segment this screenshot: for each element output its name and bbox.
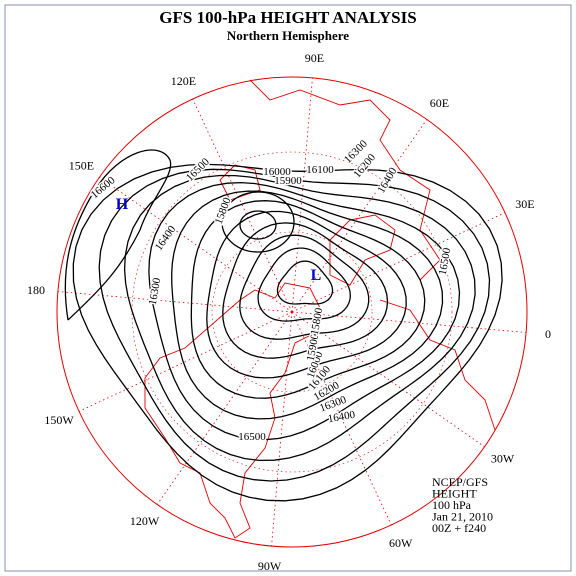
contour-label: 16000 bbox=[263, 166, 291, 178]
contour bbox=[64, 149, 172, 321]
longitude-label: 120W bbox=[130, 514, 160, 528]
longitude-label: 30W bbox=[491, 451, 515, 465]
longitude-label: 60E bbox=[430, 96, 449, 110]
meridian bbox=[291, 212, 506, 313]
contours bbox=[64, 149, 503, 502]
contour bbox=[72, 163, 503, 502]
contour-label: 16500 bbox=[238, 431, 266, 443]
meridian bbox=[156, 311, 293, 505]
meridian bbox=[99, 176, 293, 313]
subtitle: Northern Hemisphere bbox=[227, 28, 349, 43]
graticule bbox=[56, 76, 528, 548]
coastline bbox=[329, 214, 396, 286]
info-line: 00Z + f240 bbox=[432, 521, 486, 535]
title: GFS 100-hPa HEIGHT ANALYSIS bbox=[159, 8, 416, 27]
meridian bbox=[291, 311, 392, 526]
contour-label: 16100 bbox=[306, 164, 334, 176]
high-marker: H bbox=[116, 196, 129, 213]
contour bbox=[276, 260, 334, 305]
contour bbox=[257, 247, 351, 322]
contour bbox=[239, 210, 277, 240]
longitude-label: 150E bbox=[69, 159, 94, 173]
contour bbox=[239, 234, 370, 340]
meridian bbox=[57, 291, 293, 313]
contour bbox=[123, 174, 476, 462]
contour-label: 16400 bbox=[327, 409, 357, 426]
meridian bbox=[291, 77, 313, 313]
coastline bbox=[249, 79, 441, 281]
meridian bbox=[291, 119, 428, 313]
map-boundary bbox=[56, 76, 528, 548]
meridian bbox=[192, 98, 293, 313]
contour bbox=[171, 190, 444, 420]
info-line: Jan 21, 2010 bbox=[432, 510, 493, 524]
coastline bbox=[379, 299, 496, 431]
info-line: HEIGHT bbox=[432, 487, 477, 501]
info-line: NCEP/GFS bbox=[432, 475, 488, 489]
parallel bbox=[131, 151, 453, 473]
frame bbox=[4, 4, 572, 572]
longitude-label: 30E bbox=[515, 197, 534, 211]
contour-label: 15900 bbox=[274, 175, 302, 187]
longitude-label: 180 bbox=[27, 283, 45, 297]
contour-label: 16500 bbox=[437, 246, 454, 276]
contour bbox=[98, 168, 491, 482]
info-line: 100 hPa bbox=[432, 498, 472, 512]
longitude-label: 90E bbox=[305, 51, 324, 65]
low-marker: L bbox=[311, 267, 322, 284]
meridian bbox=[291, 311, 485, 448]
coastlines bbox=[144, 79, 496, 539]
contour-label: 15900 bbox=[305, 332, 322, 362]
meridian bbox=[291, 311, 527, 333]
contour bbox=[222, 222, 389, 359]
contour bbox=[221, 191, 295, 253]
longitude-label: 60W bbox=[389, 536, 413, 550]
parallel bbox=[211, 231, 373, 393]
contour-label: 15800 bbox=[309, 306, 326, 336]
meridian bbox=[271, 311, 293, 547]
longitude-label: 120E bbox=[171, 74, 196, 88]
contour bbox=[190, 200, 426, 399]
longitude-label: 90W bbox=[258, 559, 282, 573]
contour bbox=[148, 181, 461, 441]
meridian bbox=[78, 311, 293, 412]
contour-label: 15800 bbox=[213, 196, 234, 226]
longitude-label: 0 bbox=[545, 327, 551, 341]
coastline bbox=[144, 282, 321, 539]
longitude-label: 150W bbox=[44, 413, 74, 427]
contour bbox=[206, 210, 407, 379]
